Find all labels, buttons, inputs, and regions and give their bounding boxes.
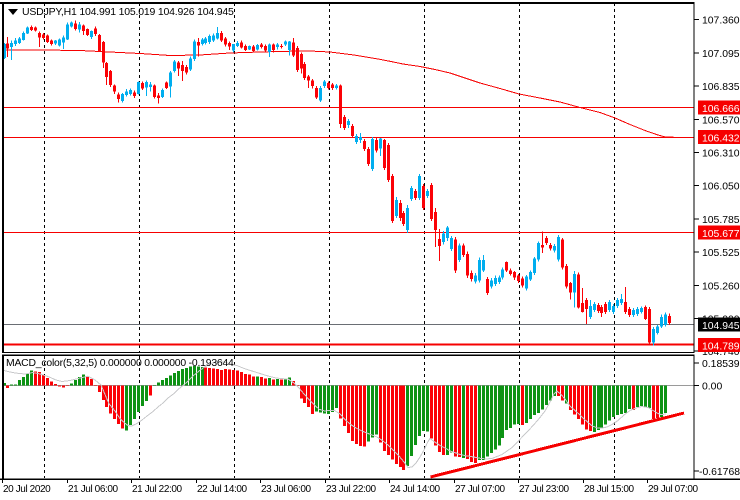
svg-text:23 Jul 06:00: 23 Jul 06:00	[261, 484, 312, 495]
svg-text:29 Jul 07:00: 29 Jul 07:00	[648, 484, 699, 495]
svg-text:106.835: 106.835	[702, 82, 740, 93]
svg-text:24 Jul 14:00: 24 Jul 14:00	[390, 484, 441, 495]
svg-text:105.260: 105.260	[702, 281, 740, 292]
svg-text:-0.61768: -0.61768	[699, 467, 740, 478]
svg-text:106.050: 106.050	[702, 181, 740, 192]
svg-text:USDJPY,H1 104.991 105.019 104: USDJPY,H1 104.991 105.019 104.926 104.94…	[22, 6, 234, 18]
svg-text:106.570: 106.570	[702, 116, 740, 127]
svg-text:105.677: 105.677	[702, 229, 740, 240]
svg-text:23 Jul 22:00: 23 Jul 22:00	[326, 484, 377, 495]
svg-text:0.18539: 0.18539	[702, 359, 740, 370]
svg-text:107.095: 107.095	[702, 49, 740, 60]
svg-text:27 Jul 07:00: 27 Jul 07:00	[455, 484, 506, 495]
svg-text:105.525: 105.525	[702, 248, 740, 259]
svg-text:106.666: 106.666	[702, 104, 740, 115]
svg-text:106.432: 106.432	[702, 134, 740, 145]
svg-text:104.789: 104.789	[702, 341, 740, 352]
svg-text:107.360: 107.360	[702, 16, 740, 27]
svg-text:0.00: 0.00	[702, 382, 722, 393]
svg-text:21 Jul 06:00: 21 Jul 06:00	[68, 484, 119, 495]
svg-text:105.785: 105.785	[702, 215, 740, 226]
svg-text:28 Jul 15:00: 28 Jul 15:00	[584, 484, 635, 495]
svg-text:104.945: 104.945	[702, 321, 740, 332]
svg-text:106.310: 106.310	[702, 148, 740, 159]
svg-text:20 Jul 2020: 20 Jul 2020	[3, 484, 51, 495]
svg-text:22 Jul 14:00: 22 Jul 14:00	[197, 484, 248, 495]
svg-text:104.740: 104.740	[702, 347, 740, 358]
svg-text:27 Jul 23:00: 27 Jul 23:00	[519, 484, 570, 495]
svg-text:MACD_color(5,32,5) 0.000000 0.: MACD_color(5,32,5) 0.000000 0.000000 -0.…	[6, 358, 234, 369]
svg-text:21 Jul 22:00: 21 Jul 22:00	[132, 484, 183, 495]
